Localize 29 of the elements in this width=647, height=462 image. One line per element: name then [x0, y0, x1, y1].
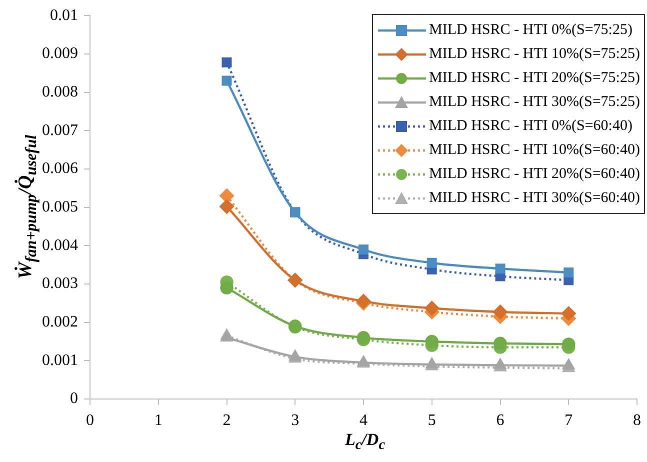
legend-label: MILD HSRC - HTI 10%(S=60:40)	[429, 142, 640, 158]
y-tick-label: 0.001	[42, 352, 78, 369]
x-tick-label: 5	[428, 412, 436, 429]
y-tick-label: 0.007	[42, 122, 78, 139]
x-tick-label: 2	[222, 412, 231, 429]
x-tick-label: 3	[291, 412, 300, 429]
y-tick-label: 0.009	[42, 45, 78, 62]
y-tick-label: 0.01	[50, 6, 78, 24]
legend-label: MILD HSRC - HTI 20%(S=60:40)	[429, 166, 640, 182]
x-tick-label: 6	[496, 412, 504, 429]
legend-label: MILD HSRC - HTI 10%(S=75:25)	[429, 46, 640, 62]
y-tick-label: 0.008	[42, 83, 78, 100]
legend-label: MILD HSRC - HTI 30%(S=60:40)	[429, 190, 640, 206]
x-tick-label: 8	[633, 412, 641, 429]
legend-label: MILD HSRC - HTI 20%(S=75:25)	[429, 70, 640, 86]
legend-label: MILD HSRC - HTI 0%(S=75:25)	[429, 22, 632, 38]
x-tick-label: 1	[154, 412, 162, 429]
y-tick-label: 0.004	[42, 236, 78, 254]
y-tick-label: 0.006	[42, 160, 78, 178]
legend-label: MILD HSRC - HTI 0%(S=60:40)	[429, 118, 632, 134]
y-tick-label: 0	[70, 390, 78, 408]
x-tick-label: 7	[564, 412, 573, 429]
y-tick-label: 0.003	[42, 275, 78, 292]
x-tick-label: 4	[360, 412, 368, 429]
y-tick-label: 0.005	[42, 198, 78, 216]
y-tick-label: 0.002	[42, 314, 78, 331]
x-axis-title: L$_{c}$/D$_{c}$	[345, 430, 385, 454]
legend-label: MILD HSRC - HTI 30%(S=75:25)	[429, 94, 640, 110]
x-tick-label: 0	[86, 412, 94, 429]
